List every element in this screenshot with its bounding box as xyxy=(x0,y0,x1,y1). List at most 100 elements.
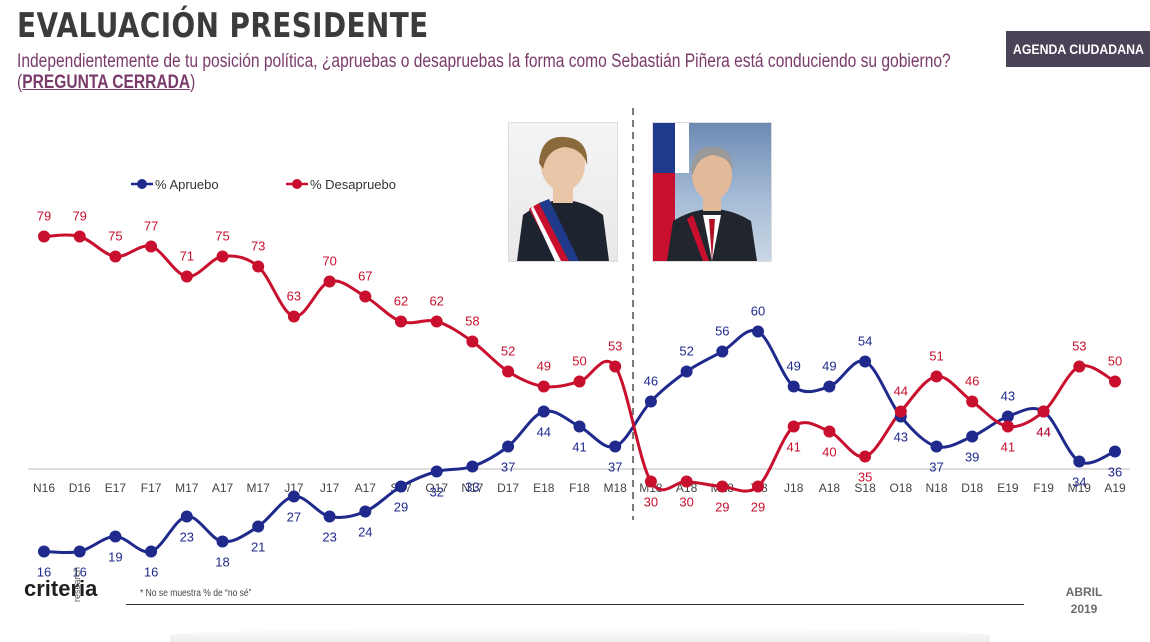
x-tick-label: J17 xyxy=(284,481,304,495)
data-label-approve: 52 xyxy=(679,344,693,359)
data-point-approve xyxy=(216,535,229,548)
legend-label-approve: % Apruebo xyxy=(155,177,219,192)
x-tick-label: E17 xyxy=(105,481,127,495)
data-point-disapprove xyxy=(930,370,943,383)
data-label-approve: 33 xyxy=(465,480,479,495)
data-label-disapprove: 49 xyxy=(537,359,551,374)
x-tick-label: M17 xyxy=(175,481,199,495)
data-point-approve xyxy=(573,420,586,433)
data-label-disapprove: 52 xyxy=(501,344,515,359)
question-text: Independientemente de tu posición políti… xyxy=(17,51,951,72)
data-label-approve: 16 xyxy=(37,565,51,580)
data-label-disapprove: 50 xyxy=(1108,354,1122,369)
chart-subtitle: Independientemente de tu posición políti… xyxy=(17,51,951,93)
question-type-open: ( xyxy=(17,72,23,93)
x-tick-label: D18 xyxy=(961,481,983,495)
data-label-approve: 44 xyxy=(537,425,551,440)
data-label-approve: 60 xyxy=(751,304,765,319)
x-tick-label: D16 xyxy=(69,481,91,495)
data-point-disapprove xyxy=(787,420,800,433)
data-label-approve: 49 xyxy=(786,359,800,374)
data-label-disapprove: 62 xyxy=(429,294,443,309)
data-point-disapprove xyxy=(73,230,86,243)
data-label-disapprove: 53 xyxy=(608,339,622,354)
data-label-approve: 46 xyxy=(644,374,658,389)
data-label-approve: 37 xyxy=(929,460,943,475)
data-label-approve: 39 xyxy=(965,450,979,465)
data-point-approve xyxy=(323,510,336,523)
data-label-approve: 43 xyxy=(1001,389,1015,404)
x-tick-label: D17 xyxy=(497,481,519,495)
agenda-badge: AGENDA CIUDADANA xyxy=(1006,31,1150,67)
data-label-disapprove: 58 xyxy=(465,314,479,329)
x-tick-label: O17 xyxy=(425,481,448,495)
data-point-approve xyxy=(145,545,158,558)
data-label-disapprove: 53 xyxy=(1072,339,1086,354)
data-label-disapprove: 79 xyxy=(37,209,51,224)
data-label-disapprove: 29 xyxy=(715,500,729,515)
x-tick-label: A18 xyxy=(819,481,841,495)
data-label-disapprove: 75 xyxy=(215,229,229,244)
data-point-disapprove xyxy=(502,365,515,378)
data-point-disapprove xyxy=(1001,420,1014,433)
data-label-disapprove: 63 xyxy=(287,289,301,304)
data-label-disapprove: 75 xyxy=(108,229,122,244)
data-point-disapprove xyxy=(537,380,550,393)
data-point-approve xyxy=(395,480,407,493)
data-label-approve: 37 xyxy=(501,460,515,475)
data-point-disapprove xyxy=(395,315,407,328)
data-label-disapprove: 70 xyxy=(322,254,336,269)
data-label-approve: 36 xyxy=(1108,465,1122,480)
data-label-approve: 19 xyxy=(108,550,122,565)
data-label-approve: 24 xyxy=(358,525,372,540)
data-label-disapprove: 30 xyxy=(644,495,658,510)
x-tick-label: N16 xyxy=(33,481,55,495)
footer-line xyxy=(126,604,1024,605)
data-point-approve xyxy=(787,380,800,393)
data-point-disapprove xyxy=(359,290,372,303)
data-label-approve: 32 xyxy=(429,485,443,500)
x-tick-label: A19 xyxy=(1104,481,1126,495)
data-label-approve: 44 xyxy=(1036,425,1050,440)
president-portrait-left xyxy=(508,122,618,262)
legend-marker-approve xyxy=(137,179,147,189)
data-label-approve: 16 xyxy=(144,565,158,580)
x-tick-label: A17 xyxy=(355,481,377,495)
data-point-approve xyxy=(716,345,729,358)
data-label-disapprove: 46 xyxy=(965,374,979,389)
x-tick-label: F19 xyxy=(1033,481,1054,495)
data-point-approve xyxy=(609,440,622,453)
data-label-approve: 34 xyxy=(1072,475,1086,490)
bottom-shadow xyxy=(170,628,990,642)
legend-label-disapprove: % Desapruebo xyxy=(310,177,396,192)
report-month: ABRIL xyxy=(1065,585,1103,599)
data-point-disapprove xyxy=(752,480,764,493)
data-label-approve: 23 xyxy=(180,530,194,545)
data-label-disapprove: 79 xyxy=(72,209,86,224)
data-point-approve xyxy=(644,395,657,408)
data-label-disapprove: 30 xyxy=(679,495,693,510)
x-tick-label: M18 xyxy=(639,481,663,495)
data-label-approve: 23 xyxy=(322,530,336,545)
data-point-approve xyxy=(252,520,265,533)
data-point-disapprove xyxy=(466,335,479,348)
data-point-approve xyxy=(1109,445,1121,458)
data-label-disapprove: 71 xyxy=(180,249,194,264)
data-point-approve xyxy=(680,365,693,378)
x-tick-label: F18 xyxy=(569,481,590,495)
x-tick-label: F17 xyxy=(141,481,162,495)
data-label-approve: 54 xyxy=(858,334,872,349)
data-label-approve: 56 xyxy=(715,324,729,339)
data-point-disapprove xyxy=(823,425,836,438)
data-point-disapprove xyxy=(430,315,443,328)
data-label-disapprove: 50 xyxy=(572,354,586,369)
x-tick-label: O18 xyxy=(889,481,912,495)
data-label-disapprove: 51 xyxy=(929,349,943,364)
data-label-disapprove: 44 xyxy=(894,384,908,399)
data-label-approve: 37 xyxy=(608,460,622,475)
data-point-disapprove xyxy=(716,480,729,493)
data-point-approve xyxy=(823,380,836,393)
criteria-logo-sub: research xyxy=(72,566,82,602)
x-tick-label: E19 xyxy=(997,481,1019,495)
